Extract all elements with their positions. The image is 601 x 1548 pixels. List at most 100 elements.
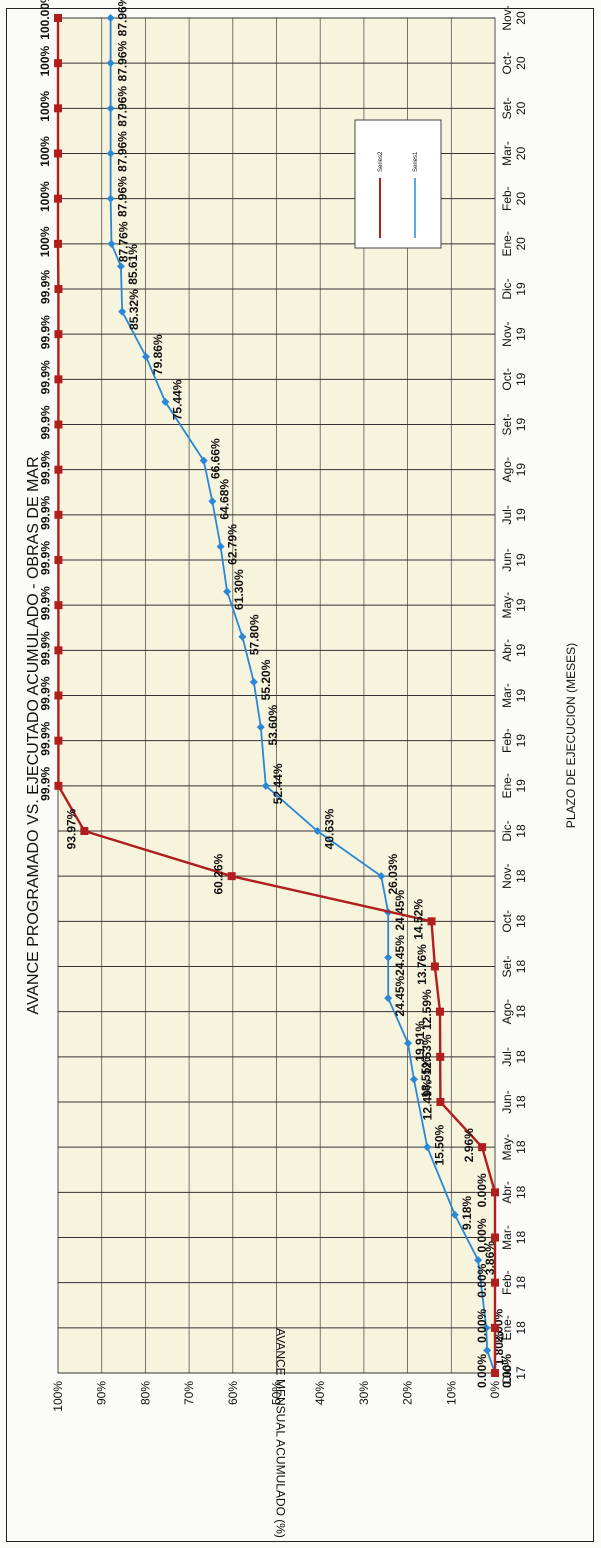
data-label: 26.03% [386,853,400,894]
data-label: 99.9% [38,450,52,484]
data-point [80,827,89,835]
chart-frame [6,8,594,1542]
data-point [54,601,63,610]
data-label: 85.61% [126,244,140,285]
data-point [106,149,115,158]
data-point [107,239,116,248]
data-label: 14.52% [412,899,426,940]
data-label: 87.96% [116,0,130,36]
data-label: 19.91% [413,1021,427,1062]
y-tick-label: 20% [401,1381,415,1405]
x-tick-label: Jul-19 [500,505,528,524]
data-label: 99.9% [38,405,52,439]
data-label: 75.44% [170,379,184,420]
data-point [478,1143,487,1152]
data-point [474,1256,483,1265]
data-point [450,1210,459,1219]
data-point [106,104,115,113]
data-point [256,723,265,732]
data-point [409,1075,418,1084]
data-label: 87.96% [116,176,130,217]
x-tick-label: Mar-18 [500,1225,528,1250]
data-point [54,239,62,248]
data-label: 100% [38,45,52,76]
data-label: 0.00% [475,1173,489,1207]
data-point [403,1039,412,1048]
data-label: 99.9% [38,586,52,620]
data-point [54,510,63,519]
data-label: 55.20% [259,659,273,700]
data-label: 99.9% [38,495,52,529]
data-label: 66.66% [209,438,223,479]
data-point [227,872,236,881]
data-point [491,1369,499,1377]
data-point [430,962,439,971]
data-label: 100% [38,181,52,212]
data-point [216,542,225,551]
data-label: 0.00% [500,1354,514,1388]
data-point [491,1188,499,1197]
data-point [106,59,115,68]
data-point [249,677,258,686]
data-point [54,556,63,564]
data-point [313,827,322,835]
data-point [54,736,63,745]
data-point [491,1278,499,1287]
y-tick-label: 50% [270,1381,284,1405]
data-label: 99.9% [38,766,52,800]
data-label: 100.00% [38,0,52,40]
data-label: 87.96% [116,131,130,172]
data-point [142,352,151,361]
data-label: 64.68% [217,479,231,520]
x-tick-label: Ene-20 [500,231,528,256]
data-label: 99.9% [38,541,52,575]
data-point [199,456,208,465]
data-label: 93.97% [64,808,78,849]
data-label: 13.76% [415,944,429,985]
legend-box [354,119,442,249]
data-label: 57.80% [247,614,261,655]
data-point [491,1233,499,1242]
legend-label: Series2 [378,151,384,172]
data-point [106,14,115,22]
data-point [223,587,232,596]
data-point [116,262,125,271]
data-point [435,1007,444,1016]
data-label: 100% [38,91,52,122]
x-tick-label: Dic-18 [500,820,528,841]
data-point [54,420,63,429]
data-label: 87.76% [116,221,130,262]
data-label: 15.50% [432,1124,446,1165]
data-point [106,194,115,203]
data-label: 87.96% [116,86,130,127]
data-point [377,872,386,881]
data-label: 52.44% [271,763,285,804]
data-label: 60.26% [212,853,226,894]
data-point [436,1098,445,1106]
x-tick-label: May-18 [500,1134,528,1161]
x-tick-label: Abr-19 [500,639,528,662]
data-point [118,307,127,316]
data-point [238,632,247,641]
legend: Series2 Series1 [354,119,442,249]
data-point [482,1323,491,1332]
data-label: 2.96% [462,1128,476,1162]
data-label: 99.9% [38,721,52,755]
x-tick-label: Ene-18 [500,1315,528,1340]
chart-title: AVANCE PROGRAMADO VS. EJECUTADO ACUMULAD… [25,456,42,1014]
data-label: 100% [38,226,52,257]
x-tick-label: Ago-19 [500,457,528,482]
x-tick-label: May-19 [500,592,528,619]
x-tick-label: Nov-20 [500,5,528,30]
x-tick-label: Nov-19 [500,321,528,346]
x-tick-label: Jul-18 [500,1047,528,1066]
data-point [261,781,270,790]
x-tick-label: Set-19 [500,413,528,435]
x-axis-label: PLAZO DE EJECUCION (MESES) [564,643,578,828]
data-point [436,1052,445,1061]
data-label: 0.00% [475,1354,489,1388]
x-tick-label: Nov-18 [500,863,528,888]
x-tick-label: Feb-18 [500,1270,528,1295]
y-tick-label: 0% [488,1381,502,1399]
